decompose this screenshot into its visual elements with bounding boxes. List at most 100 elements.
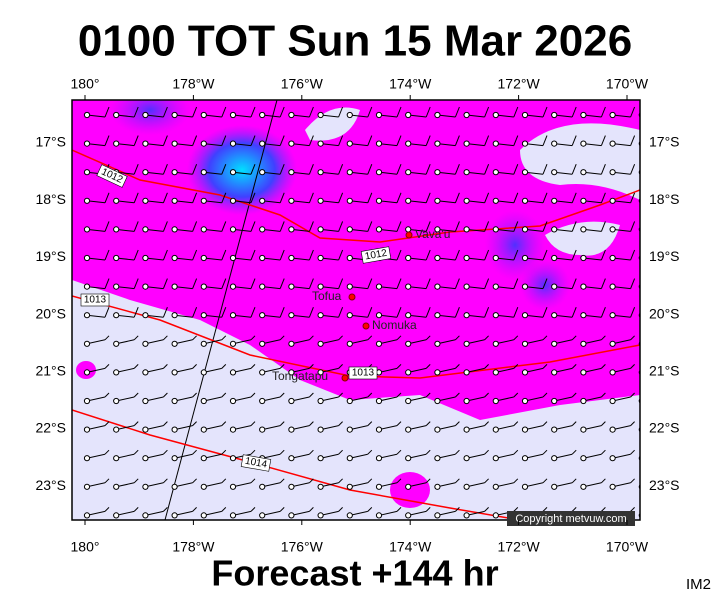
barb-station	[521, 140, 529, 147]
barb-station	[288, 169, 295, 176]
barb-station	[434, 254, 441, 262]
barb-flag	[221, 249, 227, 261]
barb-flag	[308, 221, 314, 232]
barb-flag	[104, 364, 110, 369]
place-name: Nomuka	[372, 318, 417, 332]
barb-station	[492, 455, 499, 462]
barb-flag	[396, 421, 402, 426]
isobar-label-box	[80, 293, 110, 307]
wind-barb	[171, 421, 197, 433]
barb-flag	[454, 221, 460, 232]
wind-barb	[317, 335, 343, 347]
wind-barb	[113, 249, 139, 262]
barb-station	[492, 140, 499, 147]
wind-barb	[83, 278, 110, 290]
barb-station	[375, 397, 383, 405]
barb-flag	[279, 135, 285, 146]
barb-station	[229, 369, 237, 376]
isobar-label-box	[348, 366, 378, 380]
lon-label: 180°	[71, 539, 100, 555]
place-name: Vava'u	[415, 227, 450, 241]
barb-station	[229, 254, 237, 262]
barb-station	[580, 312, 587, 319]
barb-station	[434, 340, 441, 347]
barb-flag	[163, 421, 168, 426]
wind-barb	[405, 392, 431, 405]
wind-barb	[229, 449, 256, 462]
map-frame	[71, 99, 641, 521]
wind-barb	[463, 449, 489, 462]
barb-flag	[600, 278, 606, 289]
lat-label: 18°S	[35, 191, 66, 207]
barb-station	[200, 226, 207, 233]
lon-label: 170°W	[606, 76, 649, 92]
wind-barb	[375, 507, 402, 519]
barb-flag	[133, 278, 139, 289]
barb-flag	[630, 478, 635, 484]
wind-barb	[317, 135, 344, 147]
wind-barb	[113, 421, 139, 433]
wind-barb	[288, 335, 314, 347]
barb-flag	[630, 364, 635, 369]
barb-station	[346, 512, 353, 519]
barb-station	[229, 111, 237, 119]
barb-station	[288, 512, 295, 519]
barb-station	[171, 312, 178, 319]
barb-station	[434, 483, 441, 490]
lon-label: 176°W	[281, 76, 324, 92]
wind-barb	[200, 507, 227, 519]
barb-flag	[250, 221, 256, 232]
wind-barb	[580, 421, 606, 433]
wind-barb	[492, 278, 519, 290]
barb-station	[288, 226, 295, 233]
barb-flag	[396, 392, 402, 398]
isobar-label-text: 1013	[84, 295, 107, 306]
barb-station	[463, 226, 470, 233]
barb-flag	[513, 335, 519, 341]
wind-barb	[609, 449, 635, 462]
lat-label: 19°S	[35, 248, 66, 264]
barb-flag	[455, 478, 460, 484]
barb-station	[83, 426, 91, 433]
barb-flag	[542, 392, 548, 398]
wind-barb	[521, 392, 548, 405]
isobar-label-box	[240, 454, 272, 472]
barb-flag	[484, 249, 490, 261]
barb-flag	[660, 164, 664, 174]
barb-station	[171, 111, 178, 119]
wind-barb	[229, 278, 256, 290]
barb-station	[171, 397, 178, 405]
barb-station	[229, 283, 237, 290]
lat-label: 20°S	[35, 305, 66, 321]
barb-flag	[367, 221, 373, 232]
barb-station	[113, 397, 120, 405]
wind-barb	[492, 164, 519, 176]
barb-flag	[484, 421, 489, 426]
barb-station	[171, 140, 178, 147]
wind-barb	[346, 106, 373, 119]
barb-flag	[221, 135, 227, 146]
barb-flag	[600, 106, 606, 118]
lat-label: 19°S	[649, 248, 680, 264]
wind-barb	[346, 192, 373, 204]
wind-barb	[434, 421, 460, 433]
barb-flag	[338, 507, 343, 512]
wind-barb	[580, 135, 606, 147]
wind-barb	[463, 106, 490, 119]
barb-flag	[192, 278, 198, 289]
wind-barb	[259, 249, 285, 262]
barb-flag	[484, 449, 489, 455]
barb-station	[200, 254, 207, 262]
wind-barb	[375, 278, 402, 290]
wind-barb	[113, 278, 139, 290]
barb-station	[346, 455, 353, 462]
barb-flag	[162, 106, 168, 118]
barb-station	[229, 340, 237, 347]
barb-flag	[279, 221, 285, 232]
wind-barb	[171, 249, 198, 262]
barb-flag	[338, 164, 344, 175]
barb-station	[317, 512, 324, 519]
barb-station	[551, 226, 558, 233]
wind-barb	[288, 364, 314, 376]
barb-flag	[484, 278, 490, 289]
